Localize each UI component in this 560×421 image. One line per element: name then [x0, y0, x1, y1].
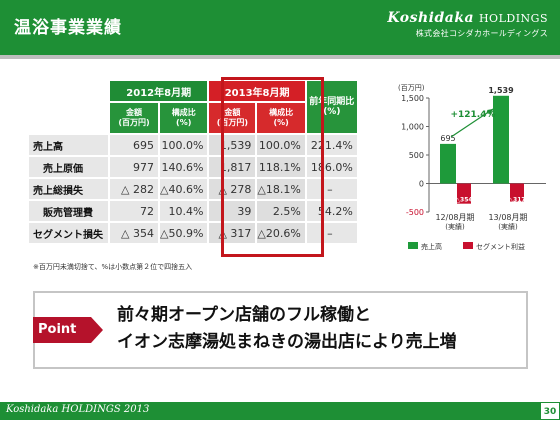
brand-name: Koshidaka [387, 10, 475, 26]
cell-a-amount: △ 282 [110, 179, 158, 199]
sub-amount-b: 金額 (百万円) [209, 103, 256, 133]
cell-yoy: – [306, 223, 357, 243]
sales-value-label: 695 [440, 134, 455, 143]
y-tick-label: 0 [419, 180, 424, 189]
sub-amount-a: 金額 (百万円) [110, 103, 158, 133]
segment-value-label: △354 [455, 197, 472, 204]
legend-label: セグメント利益 [476, 242, 525, 251]
cell-yoy: – [306, 179, 357, 199]
cell-a-ratio: 100.0% [160, 135, 208, 155]
point-tag: Point [33, 317, 103, 343]
page-title: 温浴事業業績 [14, 18, 122, 38]
yoy-header: 前年同期比 (%) [306, 81, 357, 133]
category-label: (実績) [445, 222, 465, 231]
cell-b-ratio: 118.1% [257, 157, 305, 177]
financial-table: 2012年8月期 2013年8月期 前年同期比 (%) 金額 (百万円) 構成比… [27, 79, 359, 245]
table-row: 売上高 695 100.0% 1,539 100.0% 221.4% [29, 135, 357, 155]
legend-swatch [463, 242, 473, 249]
y-tick-label: -500 [406, 208, 424, 217]
cell-b-amount: 1,539 [209, 135, 256, 155]
table-row: 売上原価 977 140.6% 1,817 118.1% 186.0% [29, 157, 357, 177]
cell-a-amount: 695 [110, 135, 158, 155]
sales-bar [493, 95, 509, 184]
category-label: (実績) [498, 222, 518, 231]
row-label: 売上総損失 [29, 179, 108, 199]
segment-bar [510, 183, 524, 202]
y-tick-label: 500 [409, 151, 424, 160]
brand-suffix: HOLDINGS [478, 12, 548, 25]
table-row: 販売管理費 72 10.4% 39 2.5% 54.2% [29, 201, 357, 221]
segment-value-label: △317 [508, 197, 525, 204]
period-b-header: 2013年8月期 [209, 81, 305, 101]
point-callout: Point 前々期オープン店舗のフル稼働と イオン志摩湯処まねきの湯出店により売… [33, 291, 528, 369]
cell-b-ratio: △18.1% [257, 179, 305, 199]
y-axis-unit: (百万円) [398, 84, 425, 92]
cell-b-amount: △ 317 [209, 223, 256, 243]
sales-bar [440, 143, 456, 184]
segment-bar [457, 183, 471, 204]
cell-b-ratio: 2.5% [257, 201, 305, 221]
table-footnote: ※百万円未満切捨て、%は小数点第２位で四捨五入 [33, 263, 193, 271]
footer-bar: Koshidaka HOLDINGS 2013 30 [0, 402, 560, 420]
category-label: 12/08月期 [435, 213, 474, 222]
header-bar: 温浴事業業績 Koshidaka HOLDINGS 株式会社コシダカホールディン… [0, 0, 560, 55]
cell-b-amount: 39 [209, 201, 256, 221]
row-label: 販売管理費 [29, 201, 108, 221]
cell-a-amount: 72 [110, 201, 158, 221]
sub-ratio-a: 構成比 (%) [160, 103, 208, 133]
revenue-chart: (百万円) 1,500 1,000 500 0 -500 695 1,539 △354 △317 +… [396, 80, 556, 284]
cell-a-amount: 977 [110, 157, 158, 177]
cell-a-ratio: △40.6% [160, 179, 208, 199]
y-tick-label: 1,500 [401, 94, 424, 103]
point-line-1: 前々期オープン店舗のフル稼働と [117, 305, 371, 325]
table-row: 売上総損失 △ 282 △40.6% △ 278 △18.1% – [29, 179, 357, 199]
highlight-frame [221, 77, 324, 257]
sub-ratio-b: 構成比 (%) [257, 103, 305, 133]
growth-arrow-head [487, 109, 493, 115]
cell-a-ratio: 10.4% [160, 201, 208, 221]
cell-yoy: 54.2% [306, 201, 357, 221]
row-label: セグメント損失 [29, 223, 108, 243]
row-label: 売上原価 [29, 157, 108, 177]
legend-label: 売上高 [421, 242, 442, 251]
row-label: 売上高 [29, 135, 108, 155]
brand-logo: Koshidaka HOLDINGS 株式会社コシダカホールディングス [387, 10, 548, 39]
header-divider [0, 55, 560, 59]
brand-sub: 株式会社コシダカホールディングス [415, 29, 548, 38]
period-a-header: 2012年8月期 [110, 81, 208, 101]
cell-a-ratio: △50.9% [160, 223, 208, 243]
cell-b-ratio: 100.0% [257, 135, 305, 155]
cell-b-amount: △ 278 [209, 179, 256, 199]
footer-brand: Koshidaka HOLDINGS 2013 [6, 404, 150, 415]
cell-b-amount: 1,817 [209, 157, 256, 177]
table-row: セグメント損失 △ 354 △50.9% △ 317 △20.6% – [29, 223, 357, 243]
point-line-2: イオン志摩湯処まねきの湯出店により売上増 [117, 332, 457, 352]
growth-arrow-line [450, 108, 494, 138]
cell-a-amount: △ 354 [110, 223, 158, 243]
growth-annotation: +121.4% [450, 110, 495, 120]
y-tick-label: 1,000 [401, 123, 424, 132]
sales-value-label: 1,539 [488, 86, 514, 95]
legend-swatch [408, 242, 418, 249]
page-number: 30 [540, 402, 560, 420]
category-label: 13/08月期 [488, 213, 527, 222]
cell-a-ratio: 140.6% [160, 157, 208, 177]
point-text: 前々期オープン店舗のフル稼働と イオン志摩湯処まねきの湯出店により売上増 [117, 302, 457, 356]
chart-svg: (百万円) 1,500 1,000 500 0 -500 695 1,539 △354 △317 +… [398, 84, 546, 251]
cell-b-ratio: △20.6% [257, 223, 305, 243]
